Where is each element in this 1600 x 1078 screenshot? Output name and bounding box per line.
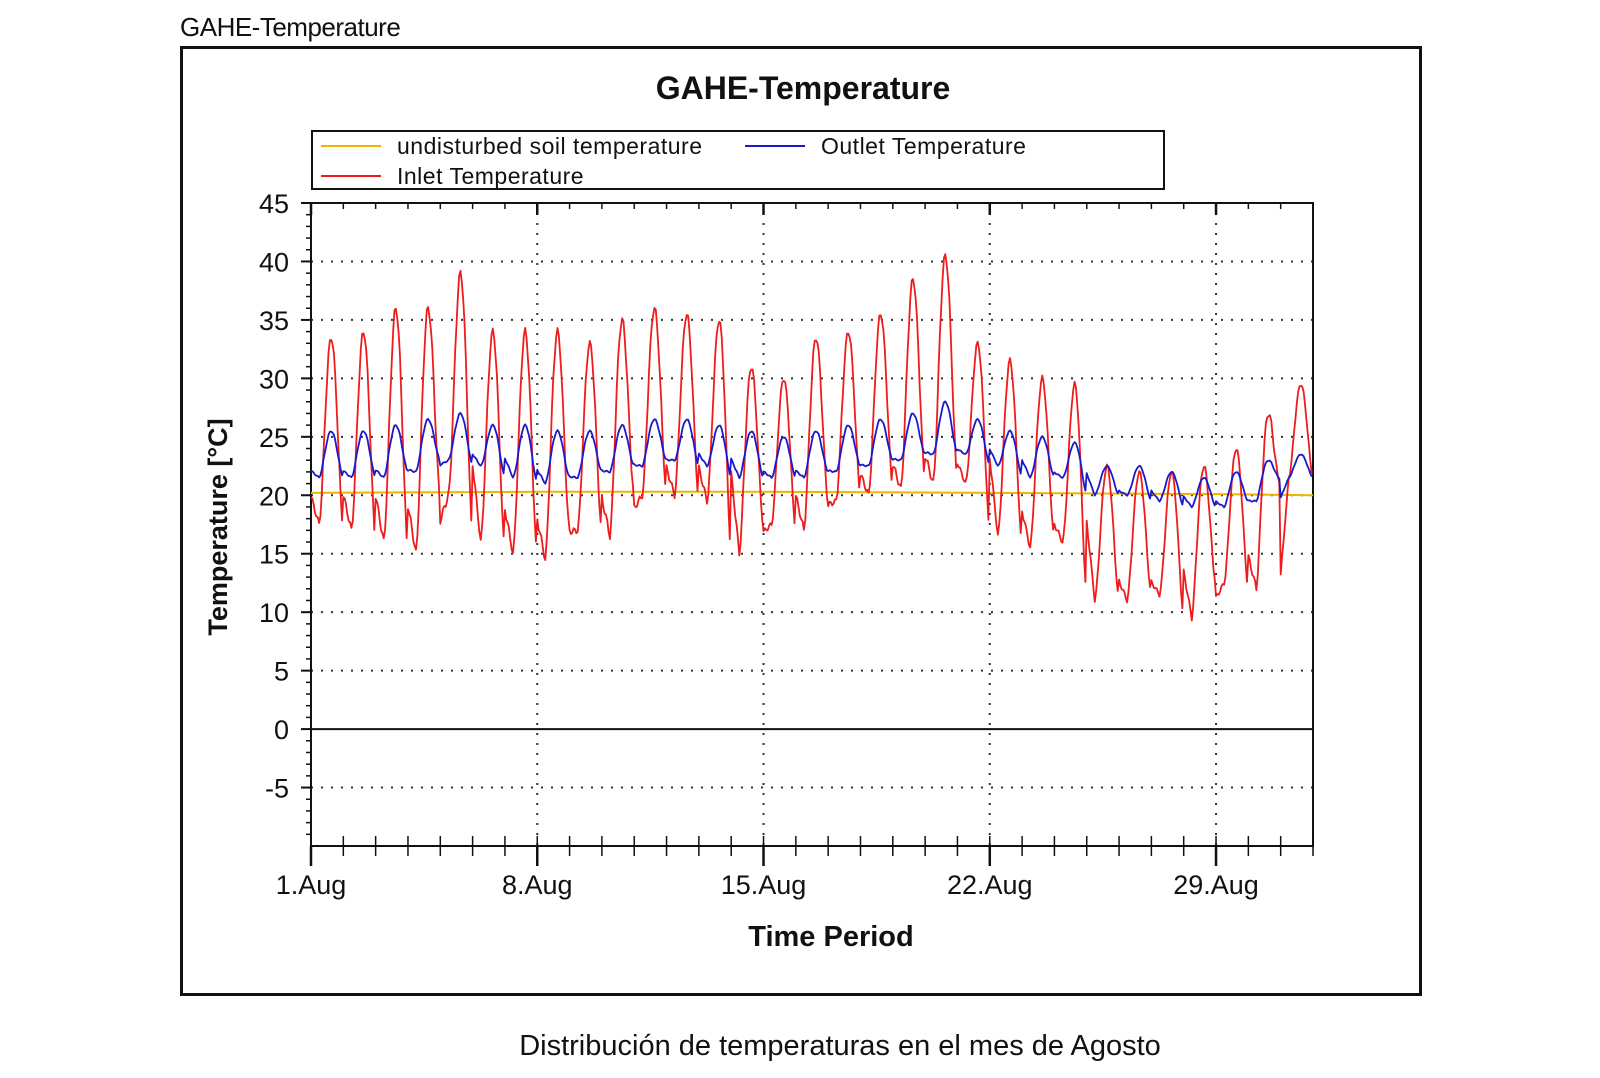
y-tick-label: 40 <box>259 247 289 277</box>
legend-label: undisturbed soil temperature <box>397 133 703 159</box>
chart-title: GAHE-Temperature <box>656 70 951 106</box>
y-tick-label: 25 <box>259 423 289 453</box>
y-axis-label: Temperature [°C] <box>203 418 233 635</box>
legend-box <box>311 130 1165 190</box>
grid <box>311 203 1313 846</box>
series-line-undisturbed-soil-temperature <box>310 490 1314 497</box>
legend: undisturbed soil temperature Outlet Tempe… <box>311 130 1165 190</box>
x-tick-label: 8.Aug <box>502 870 573 900</box>
y-tick-label: 20 <box>259 481 289 511</box>
y-tick-label: 0 <box>274 715 289 745</box>
series-line-outlet-temperature <box>310 400 1313 509</box>
x-tick-label: 1.Aug <box>276 870 347 900</box>
x-axis-label: Time Period <box>748 921 913 953</box>
y-tick-label: 35 <box>259 306 289 336</box>
figure-caption: Distribución de temperaturas en el mes d… <box>519 1030 1161 1062</box>
figure-label: GAHE-Temperature <box>180 12 401 42</box>
chart-canvas: GAHE-Temperature undisturbed soil temper… <box>203 70 1314 953</box>
chart-frame: GAHE-Temperature undisturbed soil temper… <box>180 46 1422 996</box>
y-tick-label: 15 <box>259 540 289 570</box>
y-tick-label: -5 <box>265 774 289 804</box>
axes: -5 0 5 10 15 20 25 30 35 40 45 1.Aug 8.Aug 15.Aug 22.A… <box>259 189 1314 900</box>
y-tick-label: 45 <box>259 189 289 219</box>
y-tick-label: 5 <box>274 657 289 687</box>
legend-label: Inlet Temperature <box>397 163 584 189</box>
x-tick-label: 22.Aug <box>947 870 1033 900</box>
plot-border <box>310 202 1314 847</box>
y-tick-label: 30 <box>259 364 289 394</box>
series-layer <box>310 253 1314 622</box>
x-tick-label: 29.Aug <box>1173 870 1259 900</box>
y-tick-label: 10 <box>259 598 289 628</box>
legend-label: Outlet Temperature <box>821 133 1026 159</box>
series-line-inlet-temperature <box>310 253 1313 622</box>
x-tick-label: 15.Aug <box>721 870 807 900</box>
